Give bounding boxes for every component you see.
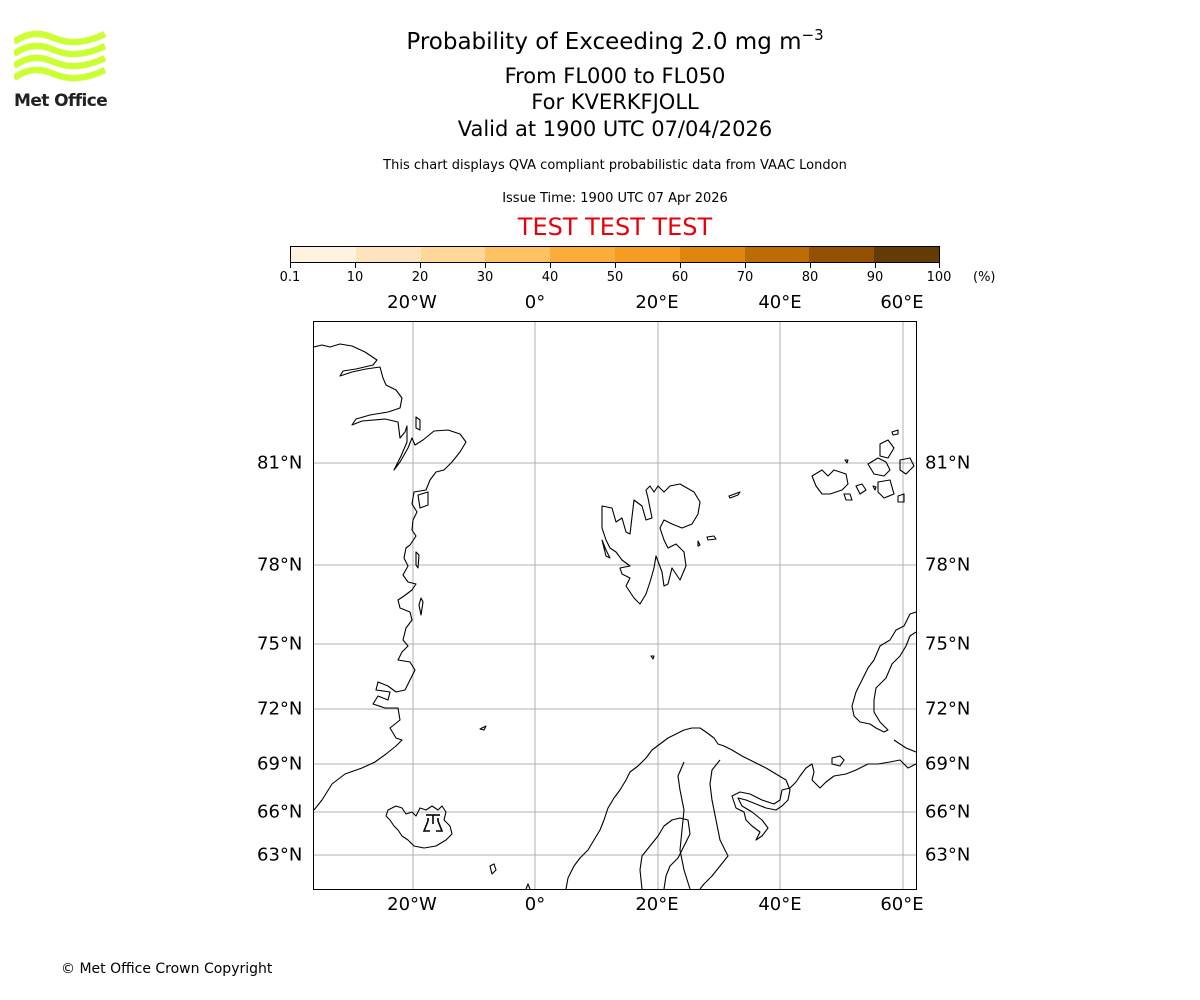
test-banner: TEST TEST TEST (517, 213, 713, 241)
lat-label-right-69n: 69°N (925, 753, 971, 775)
lon-label-top-60e: 60°E (880, 292, 924, 313)
lat-label-right-63n: 63°N (925, 844, 971, 866)
colorbar-segment (744, 247, 810, 262)
lat-label-left-63n: 63°N (257, 844, 303, 866)
lat-label-right-75n: 75°N (925, 633, 971, 655)
colorbar-tick (420, 263, 421, 268)
lon-label-top-20e: 20°E (635, 292, 679, 313)
colorbar-tick-label: 20 (411, 270, 429, 285)
colorbar-tick-label: 80 (801, 270, 819, 285)
title-main: Probability of Exceeding 2.0 mg m (406, 29, 802, 55)
colorbar-tick (485, 263, 486, 268)
colorbar-segment (809, 247, 875, 262)
lat-label-left-81n: 81°N (257, 452, 303, 474)
colorbar-tick (745, 263, 746, 268)
lon-label-top-0: 0° (524, 292, 546, 313)
colorbar-tick (810, 263, 811, 268)
lat-label-right-81n: 81°N (925, 452, 971, 474)
colorbar-tick-label: 90 (866, 270, 884, 285)
lat-label-right-66n: 66°N (925, 801, 971, 823)
colorbar-segment (420, 247, 486, 262)
lon-label-bottom-60e: 60°E (880, 894, 924, 915)
met-office-logo: Met Office (12, 30, 108, 112)
colorbar-tick-label: 70 (736, 270, 754, 285)
lat-label-left-66n: 66°N (257, 801, 303, 823)
colorbar-tick (290, 263, 291, 268)
colorbar-tick (875, 263, 876, 268)
volcano-marker-icon (422, 814, 444, 832)
colorbar-tick-label: 10 (346, 270, 364, 285)
colorbar-tick (680, 263, 681, 268)
colorbar-segment (874, 247, 939, 262)
lon-label-bottom-40e: 40°E (758, 894, 802, 915)
lat-label-left-69n: 69°N (257, 753, 303, 775)
colorbar-tick-label: 0.1 (279, 270, 301, 285)
copyright: © Met Office Crown Copyright (61, 961, 273, 977)
colorbar-tick (550, 263, 551, 268)
volcano-name: For KVERKFJOLL (531, 90, 699, 114)
colorbar-segment (291, 247, 356, 262)
title-superscript: −3 (801, 26, 824, 44)
lon-label-bottom-0: 0° (524, 894, 546, 915)
gridlines (314, 322, 916, 889)
lat-label-left-72n: 72°N (257, 698, 303, 720)
colorbar-tick (615, 263, 616, 268)
lon-label-top-40e: 40°E (758, 292, 802, 313)
colorbar-tick-label: 30 (476, 270, 494, 285)
coastlines (314, 343, 916, 889)
colorbar-tick (939, 263, 940, 268)
met-office-waves-icon (12, 30, 107, 82)
colorbar-segment (550, 247, 615, 262)
colorbar-tick-label: 100 (926, 270, 952, 285)
lat-label-left-75n: 75°N (257, 633, 303, 655)
colorbar (290, 246, 940, 263)
colorbar-segment (355, 247, 421, 262)
lat-label-right-72n: 72°N (925, 698, 971, 720)
lon-label-bottom-20w: 20°W (387, 894, 437, 915)
colorbar-segment (614, 247, 680, 262)
colorbar-unit: (%) (973, 270, 996, 285)
map-canvas (314, 322, 916, 889)
issue-time: Issue Time: 1900 UTC 07 Apr 2026 (502, 191, 728, 206)
colorbar-tick-label: 40 (541, 270, 559, 285)
chart-title: Probability of Exceeding 2.0 mg m−3 (0, 28, 1200, 56)
valid-time: Valid at 1900 UTC 07/04/2026 (457, 117, 773, 141)
level-range: From FL000 to FL050 (504, 64, 726, 88)
lat-label-right-78n: 78°N (925, 554, 971, 576)
lon-label-bottom-20e: 20°E (635, 894, 679, 915)
description: This chart displays QVA compliant probab… (383, 158, 847, 173)
colorbar-segment (679, 247, 745, 262)
map-panel[interactable] (313, 321, 917, 890)
lon-label-top-20w: 20°W (387, 292, 437, 313)
colorbar-tick (355, 263, 356, 268)
colorbar-segment (485, 247, 551, 262)
colorbar-tick-label: 60 (671, 270, 689, 285)
colorbar-tick-label: 50 (606, 270, 624, 285)
logo-text: Met Office (14, 91, 108, 111)
lat-label-left-78n: 78°N (257, 554, 303, 576)
